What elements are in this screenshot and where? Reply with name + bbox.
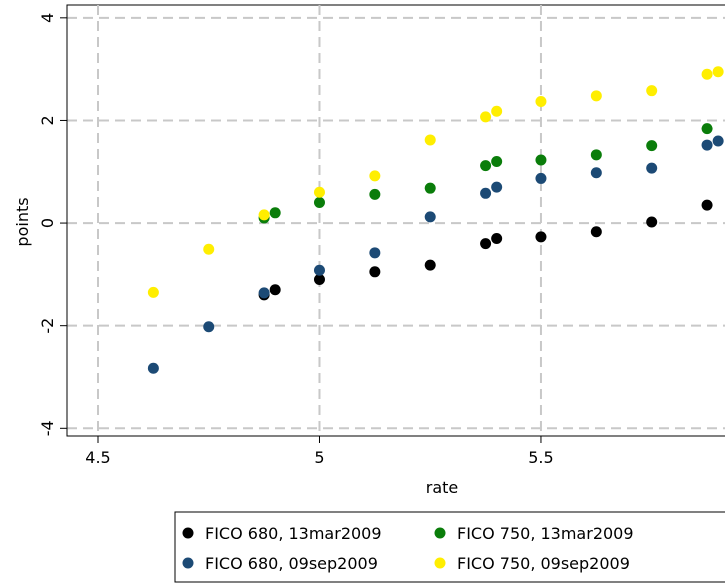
legend-marker [434,527,446,539]
data-point [424,134,436,146]
data-point [369,266,381,278]
data-point [590,90,602,102]
y-tick-label: 4 [38,13,57,23]
data-point [701,199,713,211]
data-point [480,160,492,172]
axes [66,5,725,437]
data-point [535,154,547,166]
data-point [203,243,215,255]
data-point [491,105,503,117]
x-tick-label: 5 [314,448,324,467]
data-point [424,259,436,271]
data-point [491,181,503,193]
data-point [424,211,436,223]
legend: FICO 680, 13mar2009 FICO 750, 13mar2009 FI… [174,511,725,583]
data-point [480,111,492,123]
data-point [590,167,602,179]
plot-area [66,4,725,437]
x-tick-label: 5.5 [528,448,553,467]
data-points [147,66,724,374]
data-point [203,321,215,333]
data-point [147,362,159,374]
data-point [147,286,159,298]
data-point [258,209,270,221]
legend-marker [182,527,194,539]
legend-box [174,511,725,583]
data-point [369,247,381,259]
y-tick-label: -4 [38,420,57,436]
data-point [269,207,281,219]
legend-marker [434,557,446,569]
data-point [590,149,602,161]
data-point [480,187,492,199]
data-point [712,66,724,78]
data-point [269,284,281,296]
data-point [701,68,713,80]
data-point [491,232,503,244]
data-point [646,216,658,228]
x-tick-label: 4.5 [85,448,110,467]
legend-label: FICO 680, 13mar2009 [205,524,382,543]
data-point [491,155,503,167]
data-point [313,186,325,198]
legend-label: FICO 750, 13mar2009 [457,524,634,543]
x-axis-title: rate [426,478,459,497]
y-ticks: -4 -2 0 2 4 [38,13,67,436]
data-point [313,264,325,276]
data-point [701,139,713,151]
data-point [535,231,547,243]
data-point [712,135,724,147]
data-point [646,162,658,174]
data-point [590,226,602,238]
grid-lines [67,5,725,436]
y-axis-title: points [13,197,32,246]
data-point [369,188,381,200]
data-point [480,238,492,250]
data-point [646,140,658,152]
y-tick-label: -2 [38,318,57,334]
data-point [535,172,547,184]
legend-label: FICO 680, 09sep2009 [205,554,378,573]
data-point [424,182,436,194]
y-tick-label: 0 [38,218,57,228]
y-tick-label: 2 [38,115,57,125]
data-point [313,197,325,209]
x-ticks: 4.5 5 5.5 [85,436,554,467]
data-point [535,95,547,107]
data-point [369,170,381,182]
data-point [646,85,658,97]
data-point [701,123,713,135]
legend-label: FICO 750, 09sep2009 [457,554,630,573]
data-point [313,274,325,286]
legend-marker [182,557,194,569]
data-point [258,287,270,299]
